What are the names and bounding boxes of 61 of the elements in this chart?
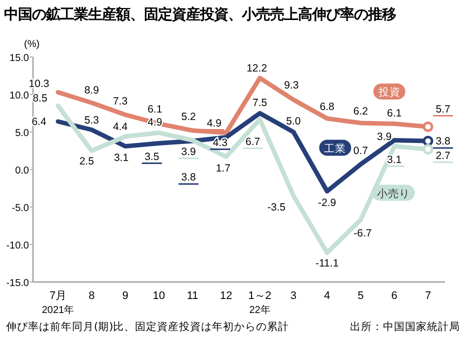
- data-label: 5.7: [436, 103, 450, 116]
- data-label: 6.2: [353, 106, 368, 118]
- x-tick-label: 12: [220, 290, 232, 302]
- data-label: 3.1: [387, 154, 402, 166]
- data-label: 3.8: [436, 136, 450, 148]
- x-tick-label: 5: [358, 290, 364, 302]
- data-label: 8.9: [84, 84, 100, 96]
- data-label: -2.9: [318, 196, 336, 209]
- data-label: 5.0: [286, 116, 301, 128]
- data-label: 4.9: [206, 117, 222, 130]
- x-tick-label: 4: [324, 290, 330, 302]
- data-label: -11.1: [316, 257, 339, 270]
- data-label: 6.8: [320, 101, 335, 113]
- data-label: 6.7: [246, 136, 260, 148]
- x-tick-label: 9: [122, 290, 128, 302]
- x-tick-label: 8: [88, 290, 95, 302]
- data-label: 3.5: [144, 150, 160, 163]
- series-label: 工業: [324, 142, 346, 155]
- data-label: 3.8: [181, 172, 196, 184]
- y-tick-label: -10.0: [6, 240, 30, 252]
- x-tick-label: 7月 2021年: [42, 290, 74, 316]
- data-label: -3.5: [267, 201, 286, 214]
- data-label: 1.7: [216, 162, 231, 174]
- data-label: 2.7: [436, 150, 450, 162]
- data-label: 3.1: [114, 152, 129, 164]
- x-tick-label: 3: [290, 290, 297, 302]
- y-tick-label: 15.0: [10, 53, 30, 64]
- x-tick-label: 7: [424, 290, 432, 302]
- data-label: 12.2: [246, 62, 268, 74]
- text: 投資: [377, 86, 400, 98]
- data-label: 2.5: [79, 155, 94, 168]
- x-tick-label: 1～2 22年: [248, 290, 272, 316]
- data-label: 10.3: [28, 78, 50, 90]
- data-label: 3.9: [181, 146, 196, 158]
- data-label: -6.7: [354, 227, 372, 240]
- data-label: 4.4: [112, 121, 128, 133]
- data-label: 6.4: [32, 116, 46, 128]
- chart-title: 中国の鉱工業生産額、固定資産投資、小売売上高伸び率の推移: [4, 6, 396, 23]
- text: 伸び率は前年同月(期)比、固定資産投資は年初からの累計: [6, 320, 290, 333]
- y-tick-label: -15.0: [6, 278, 30, 289]
- y-tick-label: 10.0: [10, 90, 30, 102]
- data-label: 5.2: [181, 111, 196, 123]
- y-axis-title: (%): [24, 39, 40, 50]
- y-tick-label: -5.0: [12, 203, 30, 214]
- data-label: 5.3: [84, 114, 100, 126]
- data-label: 4.3: [212, 136, 228, 149]
- data-label: 7.3: [112, 95, 128, 108]
- data-label: 3.9: [377, 130, 392, 143]
- x-tick-label: 11: [186, 290, 198, 302]
- y-tick-label: 0.0: [15, 166, 30, 176]
- text: 出所：中国国家統計局: [350, 320, 460, 333]
- data-label: 0.7: [353, 144, 368, 157]
- y-tick-label: 5.0: [15, 128, 30, 139]
- data-label: 7.5: [252, 96, 268, 109]
- series-label: 小売り: [376, 186, 410, 200]
- data-label: 6.1: [148, 103, 162, 116]
- data-label: 9.3: [284, 79, 299, 92]
- x-tick-label: 6: [391, 290, 398, 302]
- x-tick-label: 10: [152, 290, 166, 302]
- data-label: 8.5: [32, 92, 48, 104]
- data-label: 6.1: [387, 107, 402, 120]
